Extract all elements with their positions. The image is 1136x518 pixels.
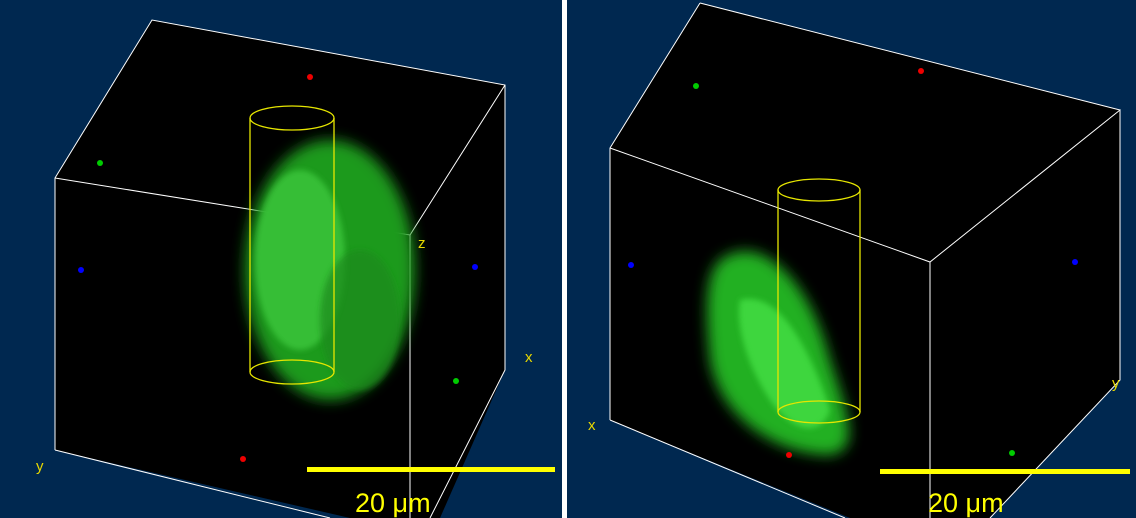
right-panel: x y 20 μm (567, 0, 1136, 518)
axis-label: z (418, 235, 426, 252)
divider (562, 0, 567, 518)
scale-label: 20 μm (355, 488, 431, 518)
axis-label: y (1112, 375, 1120, 392)
axis-label: x (525, 349, 533, 366)
scale-label: 20 μm (928, 488, 1004, 518)
screenshot: z x y 20 μm x y 20 μm (0, 0, 1136, 518)
axis-label: x (588, 417, 596, 434)
scale-bar (307, 467, 555, 472)
left-panel: z x y 20 μm (0, 0, 562, 518)
scale-bar (880, 469, 1130, 474)
axis-label: y (36, 458, 44, 475)
